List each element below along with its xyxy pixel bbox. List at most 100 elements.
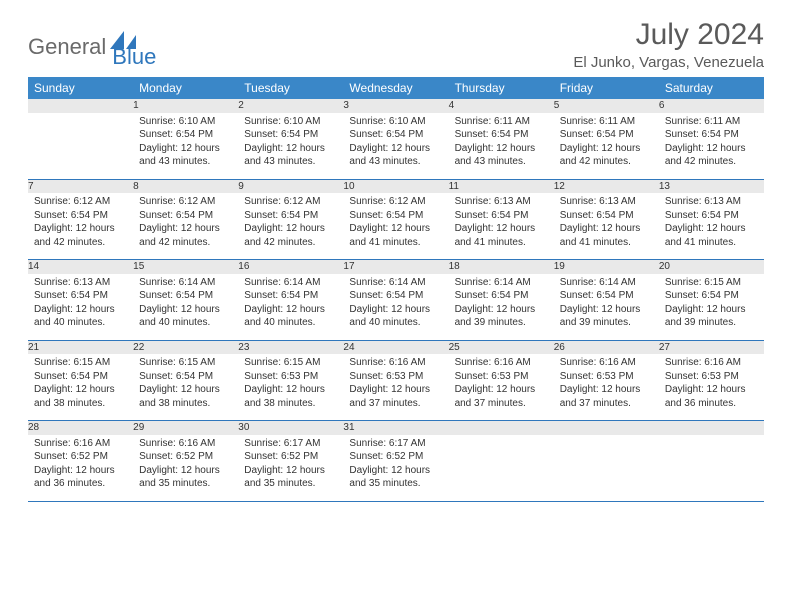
weekday-header: Sunday	[28, 77, 133, 99]
weekday-header: Saturday	[659, 77, 764, 99]
sunset-text: Sunset: 6:54 PM	[139, 289, 232, 303]
sunset-text: Sunset: 6:54 PM	[244, 128, 337, 142]
sunset-text: Sunset: 6:53 PM	[349, 370, 442, 384]
weekday-header: Tuesday	[238, 77, 343, 99]
day-number-cell: 31	[343, 421, 448, 435]
daylight-text-1: Daylight: 12 hours	[244, 142, 337, 156]
header: General Blue July 2024 El Junko, Vargas,…	[28, 18, 764, 71]
sunrise-text: Sunrise: 6:14 AM	[455, 276, 548, 290]
sunrise-text: Sunrise: 6:11 AM	[665, 115, 758, 129]
sunset-text: Sunset: 6:52 PM	[34, 450, 127, 464]
title-block: July 2024 El Junko, Vargas, Venezuela	[573, 18, 764, 71]
daylight-text-1: Daylight: 12 hours	[34, 303, 127, 317]
day-cell: Sunrise: 6:16 AMSunset: 6:53 PMDaylight:…	[659, 354, 764, 421]
sunrise-text: Sunrise: 6:13 AM	[34, 276, 127, 290]
day-cell: Sunrise: 6:12 AMSunset: 6:54 PMDaylight:…	[133, 193, 238, 260]
daylight-text-2: and 43 minutes.	[455, 155, 548, 169]
sunset-text: Sunset: 6:54 PM	[139, 209, 232, 223]
sunset-text: Sunset: 6:52 PM	[349, 450, 442, 464]
daylight-text-2: and 38 minutes.	[244, 397, 337, 411]
day-number-cell: 12	[554, 179, 659, 193]
sunrise-text: Sunrise: 6:16 AM	[560, 356, 653, 370]
week-row: Sunrise: 6:16 AMSunset: 6:52 PMDaylight:…	[28, 435, 764, 502]
daylight-text-2: and 40 minutes.	[349, 316, 442, 330]
daylight-text-2: and 38 minutes.	[34, 397, 127, 411]
week-row: Sunrise: 6:15 AMSunset: 6:54 PMDaylight:…	[28, 354, 764, 421]
sunset-text: Sunset: 6:54 PM	[244, 289, 337, 303]
daylight-text-2: and 37 minutes.	[560, 397, 653, 411]
day-number-cell: 6	[659, 99, 764, 113]
day-number-cell: 16	[238, 260, 343, 274]
day-number-cell: 19	[554, 260, 659, 274]
sunset-text: Sunset: 6:53 PM	[665, 370, 758, 384]
daylight-text-1: Daylight: 12 hours	[349, 222, 442, 236]
sunrise-text: Sunrise: 6:10 AM	[244, 115, 337, 129]
day-number-cell: 5	[554, 99, 659, 113]
sunrise-text: Sunrise: 6:16 AM	[455, 356, 548, 370]
weekday-header: Friday	[554, 77, 659, 99]
sunrise-text: Sunrise: 6:15 AM	[665, 276, 758, 290]
daylight-text-1: Daylight: 12 hours	[560, 142, 653, 156]
daylight-text-2: and 42 minutes.	[560, 155, 653, 169]
daylight-text-1: Daylight: 12 hours	[244, 222, 337, 236]
day-cell	[659, 435, 764, 502]
sunrise-text: Sunrise: 6:16 AM	[665, 356, 758, 370]
day-number-cell: 28	[28, 421, 133, 435]
daylight-text-1: Daylight: 12 hours	[455, 303, 548, 317]
daylight-text-2: and 39 minutes.	[560, 316, 653, 330]
daylight-text-1: Daylight: 12 hours	[244, 464, 337, 478]
day-number-cell: 26	[554, 340, 659, 354]
day-cell: Sunrise: 6:15 AMSunset: 6:53 PMDaylight:…	[238, 354, 343, 421]
day-number-row: 14151617181920	[28, 260, 764, 274]
day-cell: Sunrise: 6:13 AMSunset: 6:54 PMDaylight:…	[449, 193, 554, 260]
day-cell	[449, 435, 554, 502]
sunset-text: Sunset: 6:54 PM	[665, 209, 758, 223]
daylight-text-2: and 43 minutes.	[349, 155, 442, 169]
day-number-cell: 4	[449, 99, 554, 113]
daylight-text-2: and 39 minutes.	[455, 316, 548, 330]
daylight-text-2: and 40 minutes.	[34, 316, 127, 330]
daylight-text-1: Daylight: 12 hours	[665, 222, 758, 236]
day-cell: Sunrise: 6:16 AMSunset: 6:52 PMDaylight:…	[133, 435, 238, 502]
sunset-text: Sunset: 6:54 PM	[455, 209, 548, 223]
sunrise-text: Sunrise: 6:12 AM	[139, 195, 232, 209]
day-cell: Sunrise: 6:14 AMSunset: 6:54 PMDaylight:…	[133, 274, 238, 341]
daylight-text-2: and 35 minutes.	[244, 477, 337, 491]
sunset-text: Sunset: 6:54 PM	[455, 128, 548, 142]
day-cell: Sunrise: 6:10 AMSunset: 6:54 PMDaylight:…	[133, 113, 238, 180]
day-number-cell: 8	[133, 179, 238, 193]
daylight-text-2: and 35 minutes.	[349, 477, 442, 491]
daylight-text-1: Daylight: 12 hours	[455, 383, 548, 397]
day-number-cell	[28, 99, 133, 113]
day-cell: Sunrise: 6:15 AMSunset: 6:54 PMDaylight:…	[133, 354, 238, 421]
day-number-cell: 9	[238, 179, 343, 193]
day-cell: Sunrise: 6:13 AMSunset: 6:54 PMDaylight:…	[28, 274, 133, 341]
daylight-text-1: Daylight: 12 hours	[139, 464, 232, 478]
day-cell: Sunrise: 6:14 AMSunset: 6:54 PMDaylight:…	[238, 274, 343, 341]
daylight-text-1: Daylight: 12 hours	[139, 222, 232, 236]
daylight-text-1: Daylight: 12 hours	[455, 142, 548, 156]
sunset-text: Sunset: 6:54 PM	[139, 370, 232, 384]
day-cell: Sunrise: 6:12 AMSunset: 6:54 PMDaylight:…	[343, 193, 448, 260]
daylight-text-1: Daylight: 12 hours	[349, 464, 442, 478]
weekday-header: Thursday	[449, 77, 554, 99]
day-cell: Sunrise: 6:14 AMSunset: 6:54 PMDaylight:…	[343, 274, 448, 341]
sunrise-text: Sunrise: 6:12 AM	[244, 195, 337, 209]
sunset-text: Sunset: 6:54 PM	[34, 289, 127, 303]
daylight-text-1: Daylight: 12 hours	[139, 383, 232, 397]
day-cell: Sunrise: 6:17 AMSunset: 6:52 PMDaylight:…	[343, 435, 448, 502]
daylight-text-2: and 36 minutes.	[34, 477, 127, 491]
day-number-cell: 11	[449, 179, 554, 193]
sunrise-text: Sunrise: 6:13 AM	[665, 195, 758, 209]
day-number-cell: 10	[343, 179, 448, 193]
daylight-text-2: and 41 minutes.	[349, 236, 442, 250]
day-cell: Sunrise: 6:13 AMSunset: 6:54 PMDaylight:…	[659, 193, 764, 260]
daylight-text-1: Daylight: 12 hours	[244, 303, 337, 317]
day-cell: Sunrise: 6:12 AMSunset: 6:54 PMDaylight:…	[238, 193, 343, 260]
sunrise-text: Sunrise: 6:17 AM	[349, 437, 442, 451]
day-number-cell: 20	[659, 260, 764, 274]
week-row: Sunrise: 6:13 AMSunset: 6:54 PMDaylight:…	[28, 274, 764, 341]
sunrise-text: Sunrise: 6:15 AM	[34, 356, 127, 370]
day-number-row: 123456	[28, 99, 764, 113]
sunset-text: Sunset: 6:53 PM	[560, 370, 653, 384]
